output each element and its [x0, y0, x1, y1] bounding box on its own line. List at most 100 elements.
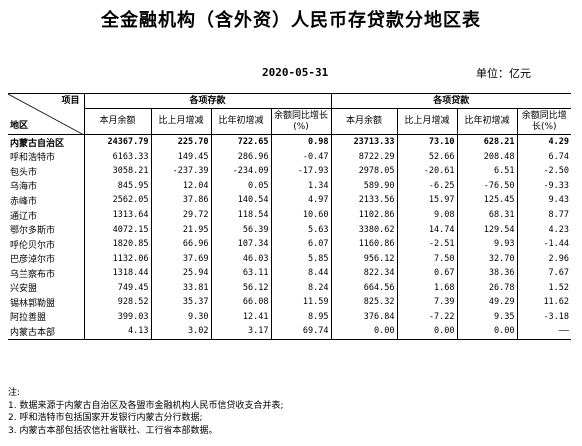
table-row: 通辽市 1313.64 29.72 118.54 10.60 1102.86 9.08 68.…	[8, 207, 571, 223]
deposit-balance-cell: 6163.33	[84, 149, 152, 165]
loan-balance-cell: 956.12	[331, 251, 398, 266]
deposit-ytd-cell: 286.96	[211, 149, 272, 165]
deposit-yoy-cell: 6.07	[271, 236, 332, 252]
loan-mom-cell: 0.67	[397, 265, 458, 281]
loan-mom-cell: -20.61	[397, 164, 458, 179]
deposit-ytd-cell: 66.08	[211, 295, 272, 310]
loan-balance-header: 本月余额	[331, 108, 398, 135]
loan-yoy-cell: 7.67	[548, 268, 570, 279]
loan-ytd-cell: 9.35	[457, 309, 518, 325]
loan-yoy-cell: ——	[558, 326, 570, 337]
deposit-yoy-cell: 8.44	[271, 265, 332, 281]
region-cell: 通辽市	[8, 207, 85, 223]
region-cell: 巴彦淖尔市	[8, 251, 85, 266]
notes: 注: 1. 数据来源于内蒙古自治区及各盟市金融机构人民币信贷收支合并表; 2. …	[8, 387, 283, 437]
deposit-mom-cell: 66.96	[151, 236, 212, 252]
deposit-yoy-cell: -17.93	[271, 164, 332, 179]
loan-ytd-cell: 9.93	[457, 236, 518, 252]
deposit-yoy-cell: -0.47	[271, 149, 332, 165]
region-header: 地区	[10, 121, 29, 131]
page-title: 全金融机构（含外资）人民币存贷款分地区表	[101, 10, 481, 31]
deposit-mom-cell: 37.69	[151, 251, 212, 266]
deposit-yoy-cell: 5.63	[271, 222, 332, 237]
loan-yoy-cell: -3.18	[543, 311, 570, 322]
table-row: 乌海市 845.95 12.04 0.05 1.34 589.90 -6.25 -76.50 -…	[8, 178, 571, 194]
deposit-balance-cell: 1132.06	[84, 251, 152, 266]
loan-balance-cell: 0.00	[331, 324, 398, 340]
deposit-mom-cell: 12.04	[151, 178, 212, 194]
deposit-balance-cell: 399.03	[84, 309, 152, 325]
deposit-mom-cell: 3.02	[151, 324, 212, 340]
deposit-mom-header: 比上月增减	[151, 108, 212, 135]
loan-mom-cell: -6.25	[397, 178, 458, 194]
deposit-ytd-cell: 118.54	[211, 207, 272, 223]
loan-balance-cell: 3380.62	[331, 222, 398, 237]
loan-yoy-cell: 9.43	[548, 195, 570, 206]
loan-ytd-cell: 68.31	[457, 207, 518, 223]
loan-yoy-cell: 11.62	[543, 297, 570, 308]
loan-ytd-cell: 6.51	[457, 164, 518, 179]
deposit-balance-cell: 1318.44	[84, 265, 152, 281]
deposit-mom-cell: 37.86	[151, 193, 212, 208]
loan-ytd-cell: 49.29	[457, 295, 518, 310]
deposit-balance-cell: 928.52	[84, 295, 152, 310]
deposit-yoy-cell: 11.59	[271, 295, 332, 310]
loan-ytd-cell: 208.48	[457, 149, 518, 165]
notes-heading: 注:	[8, 388, 21, 398]
deposit-balance-cell: 2562.05	[84, 193, 152, 208]
loan-yoy-cell: 8.77	[548, 210, 570, 220]
loan-balance-cell: 23713.33	[331, 133, 398, 150]
deposit-balance-cell: 1820.85	[84, 236, 152, 252]
deposit-mom-cell: 149.45	[151, 149, 212, 165]
loan-balance-cell: 1102.86	[331, 207, 398, 223]
table-row: 乌兰察布市 1318.44 25.94 63.11 8.44 822.34 0.67 38.3…	[8, 265, 571, 281]
loan-mom-cell: 9.08	[397, 207, 458, 223]
deposit-mom-cell: 33.81	[151, 280, 212, 296]
deposit-yoy-cell: 69.74	[271, 324, 332, 340]
deposit-ytd-cell: 63.11	[211, 265, 272, 281]
loan-balance-cell: 2133.56	[331, 193, 398, 208]
loan-mom-cell: -7.22	[397, 309, 458, 325]
region-cell: 内蒙古自治区	[8, 133, 85, 150]
loan-mom-header: 比上月增减	[397, 108, 458, 135]
deposit-balance-cell: 1313.64	[84, 207, 152, 223]
loan-balance-cell: 2978.05	[331, 164, 398, 179]
loan-balance-cell: 376.84	[331, 309, 398, 325]
loan-balance-cell: 8722.29	[331, 149, 398, 165]
deposit-ytd-cell: 12.41	[211, 309, 272, 325]
table-body: 内蒙古自治区 24367.79 225.70 722.65 0.98 23713.33 73…	[8, 133, 572, 340]
deposit-balance-cell: 3058.21	[84, 164, 152, 179]
deposit-yoy-cell: 8.95	[271, 309, 332, 325]
region-cell: 鄂尔多斯市	[8, 222, 85, 237]
loan-mom-cell: 1.68	[397, 280, 458, 296]
loan-ytd-cell: 26.78	[457, 280, 518, 296]
table-row: 包头市 3058.21 -237.39 -234.09 -17.93 2978.05 -20…	[8, 164, 571, 179]
loan-balance-cell: 1160.86	[331, 236, 398, 252]
item-header: 项目	[61, 96, 80, 106]
table-row: 内蒙古本部 4.13 3.02 3.17 69.74 0.00 0.00 0.00 ——	[8, 324, 571, 340]
region-cell: 阿拉善盟	[8, 309, 85, 325]
loan-yoy-cell: -2.50	[543, 166, 570, 177]
diagonal-line	[8, 94, 83, 135]
deposit-ytd-cell: 3.17	[211, 324, 272, 340]
loan-mom-cell: 0.00	[397, 324, 458, 340]
note-3: 3. 内蒙古本部包括农信社省联社、工行省本部数据。	[8, 425, 218, 436]
loan-yoy-cell: -1.44	[543, 239, 570, 250]
deposit-ytd-cell: 56.39	[211, 222, 272, 237]
loan-mom-cell: 52.66	[397, 149, 458, 165]
table-row: 兴安盟 749.45 33.81 56.12 8.24 664.56 1.68 26.78 1.…	[8, 280, 571, 296]
loan-yoy-cell: 4.23	[548, 224, 570, 235]
loan-balance-cell: 822.34	[331, 265, 398, 281]
loan-ytd-cell: 125.45	[457, 193, 518, 208]
loan-mom-cell: 7.50	[397, 251, 458, 266]
deposit-balance-cell: 4072.15	[84, 222, 152, 237]
loans-group-header: 各项贷款	[331, 93, 572, 109]
diagonal-header-cell: 项目 地区	[8, 93, 85, 135]
region-cell: 乌海市	[8, 178, 85, 194]
loan-yoy-cell: 1.52	[548, 282, 570, 293]
deposit-balance-cell: 749.45	[84, 280, 152, 296]
table-row: 呼伦贝尔市 1820.85 66.96 107.34 6.07 1160.86 -2.51 9…	[8, 236, 571, 252]
loan-yoy-cell: -9.33	[543, 180, 570, 191]
deposit-mom-cell: 35.37	[151, 295, 212, 310]
table-row: 鄂尔多斯市 4072.15 21.95 56.39 5.63 3380.62 14.74 12…	[8, 222, 571, 237]
